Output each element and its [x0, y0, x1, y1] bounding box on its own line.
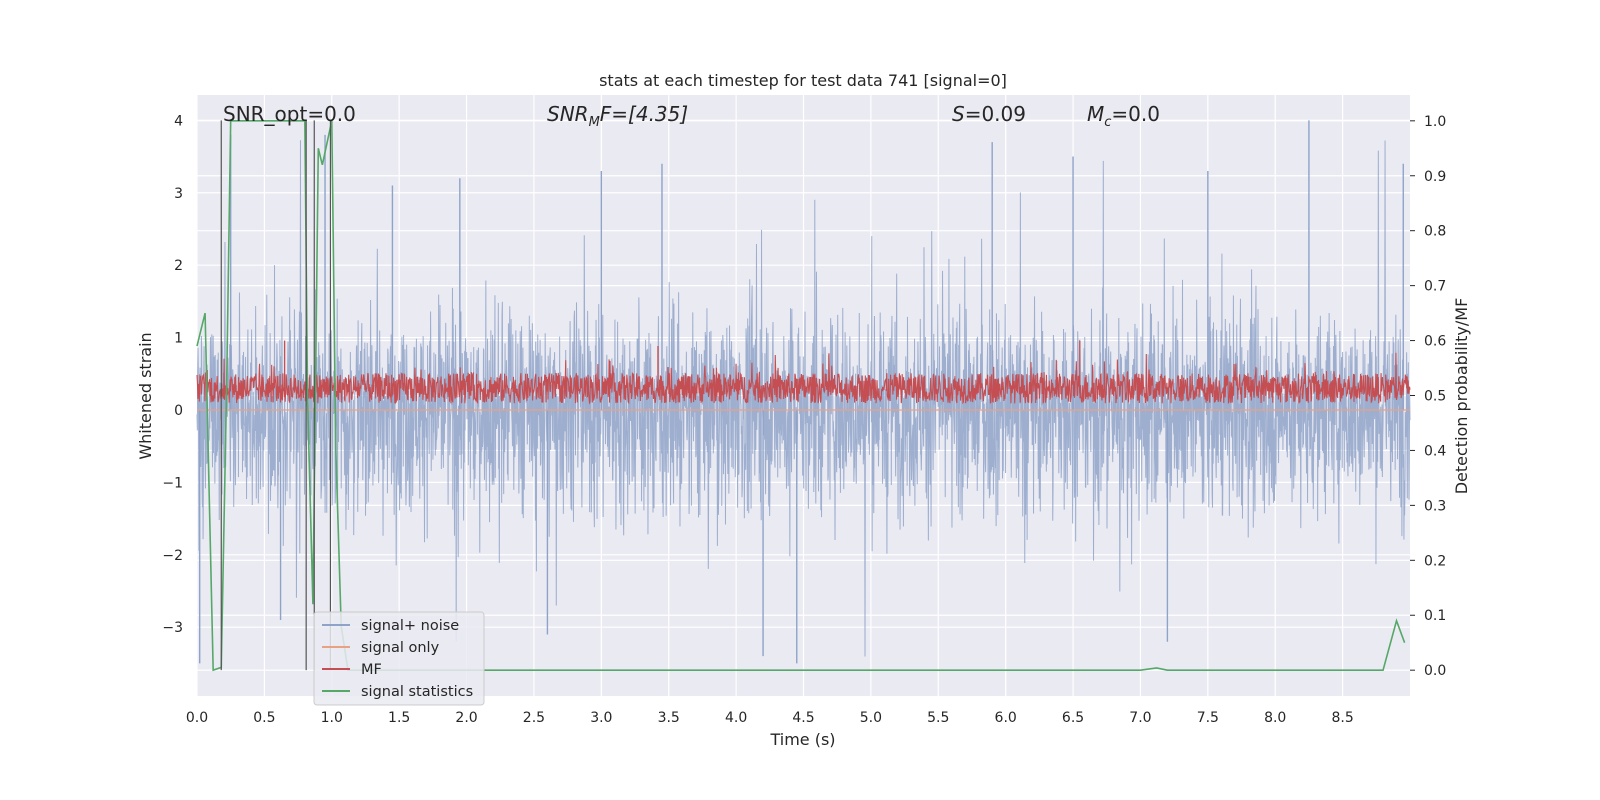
annotation-snr-mf-main: SNR	[547, 102, 589, 126]
x-tick-label-5: 2.5	[523, 710, 545, 726]
x-tick-label-14: 7.0	[1129, 710, 1151, 726]
x-tick-label-6: 3.0	[590, 710, 612, 726]
y-left-tick-label-2: 2	[174, 258, 183, 274]
x-tick-label-0: 0.0	[186, 710, 208, 726]
x-tick-label-11: 5.5	[927, 710, 949, 726]
x-tick-label-12: 6.0	[995, 710, 1017, 726]
y-right-tick-label-6: 0.4	[1424, 443, 1446, 459]
y-left-tick-label-6: −2	[162, 548, 183, 564]
y-right-axis-label: Detection probability/MF	[1452, 298, 1471, 495]
y-right-tick-label-3: 0.7	[1424, 279, 1446, 295]
y-right-tick-label-8: 0.2	[1424, 553, 1446, 569]
y-left-tick-label-5: −1	[162, 475, 183, 491]
x-tick-label-7: 3.5	[658, 710, 680, 726]
annotation-mc-rest: =0.0	[1111, 102, 1160, 126]
legend-label-signal-statistics: signal statistics	[361, 684, 473, 700]
x-tick-label-16: 8.0	[1264, 710, 1286, 726]
legend-label-signal-noise: signal+ noise	[361, 618, 459, 634]
annotation-snr-opt: SNR_opt=0.0	[223, 102, 356, 126]
x-tick-label-15: 7.5	[1197, 710, 1219, 726]
annotation-s: S=0.09	[952, 102, 1026, 126]
annotation-mc-main: M	[1087, 102, 1104, 126]
series-signal-noise-line	[196, 140, 1411, 657]
y-left-tick-labels: 4 3 2 1 0 −1 −2 −3	[162, 113, 183, 636]
y-right-tick-label-10: 0.0	[1424, 663, 1446, 679]
y-left-tick-label-1: 3	[174, 186, 183, 202]
y-right-tick-label-2: 0.8	[1424, 224, 1446, 240]
legend-label-signal-only: signal only	[361, 640, 440, 656]
x-tick-label-9: 4.5	[792, 710, 814, 726]
x-tick-label-3: 1.5	[388, 710, 410, 726]
y-right-tick-label-9: 0.1	[1424, 608, 1446, 624]
y-right-tick-label-5: 0.5	[1424, 389, 1446, 405]
annotation-snr-mf: SNRMF=[4.35]	[547, 102, 688, 130]
x-tick-label-8: 4.0	[725, 710, 747, 726]
y-left-tick-label-3: 1	[174, 331, 183, 347]
annotation-s-main: S	[952, 102, 965, 126]
x-tick-labels: 0.0 0.5 1.0 1.5 2.0 2.5 3.0 3.5 4.0 4.5 5.0 5.5 6.0 6…	[186, 710, 1354, 726]
annotation-snr-mf-rest: F=[4.35]	[600, 102, 688, 126]
chart-title: stats at each timestep for test data 741…	[599, 71, 1007, 90]
x-tick-label-17: 8.5	[1331, 710, 1353, 726]
annotation-mc: Mc=0.0	[1087, 102, 1160, 130]
x-axis-label: Time (s)	[769, 730, 835, 749]
vertical-markers	[220, 120, 332, 671]
series-layer	[196, 120, 1411, 672]
annotation-snr-mf-sub: M	[589, 115, 600, 130]
y-right-tick-label-7: 0.3	[1424, 498, 1446, 514]
legend: signal+ noise signal only MF signal stat…	[313, 611, 485, 706]
series-signal-statistics-line	[196, 120, 1406, 672]
x-tick-label-4: 2.0	[455, 710, 477, 726]
legend-label-mf: MF	[361, 662, 382, 678]
x-tick-label-2: 1.0	[321, 710, 343, 726]
x-tick-label-1: 0.5	[253, 710, 275, 726]
x-tick-label-10: 5.0	[860, 710, 882, 726]
y-right-tick-label-4: 0.6	[1424, 334, 1446, 350]
y-left-tick-label-0: 4	[174, 113, 183, 129]
annotation-mc-sub: c	[1104, 115, 1111, 130]
legend-box	[313, 611, 485, 706]
y-right-tick-label-0: 1.0	[1424, 114, 1446, 130]
y-left-axis-label: Whitened strain	[136, 332, 155, 459]
y-right-tick-labels: 1.0 0.9 0.8 0.7 0.6 0.5 0.4 0.3 0.2 0.1 0.0	[1410, 114, 1446, 679]
y-right-tick-label-1: 0.9	[1424, 169, 1446, 185]
annotation-s-rest: =0.09	[965, 102, 1026, 126]
x-tick-label-13: 6.5	[1062, 710, 1084, 726]
series-mf-line	[196, 352, 1411, 405]
y-left-tick-label-4: 0	[174, 403, 183, 419]
y-left-tick-label-7: −3	[162, 620, 183, 636]
